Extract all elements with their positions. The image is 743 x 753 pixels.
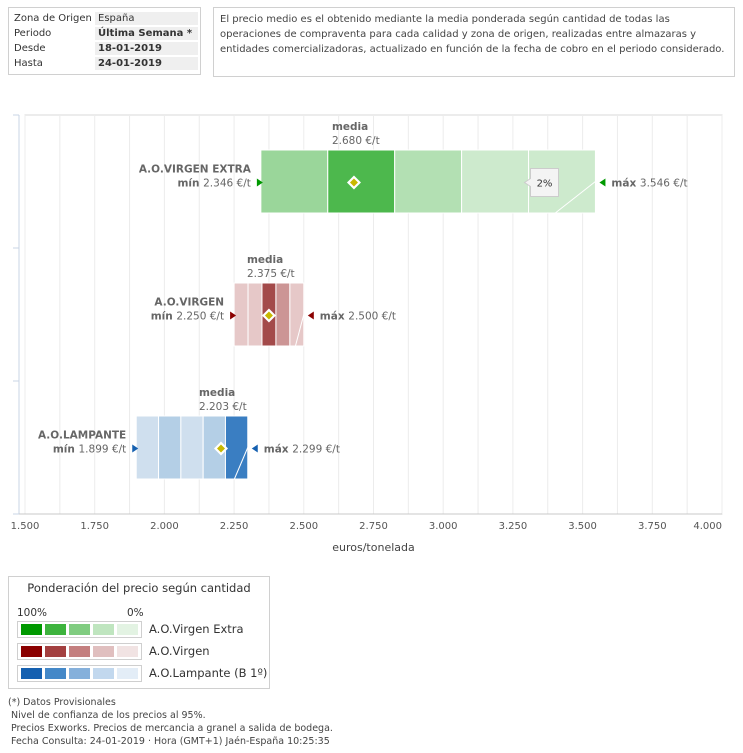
legend-swatch-row xyxy=(17,665,142,682)
range-segment xyxy=(224,415,249,480)
x-tick-label: 1.500 xyxy=(11,521,40,532)
x-tick-label: 3.000 xyxy=(429,521,458,532)
series-name: A.O.VIRGEN EXTRA xyxy=(139,164,252,176)
media-label: media xyxy=(199,387,235,399)
filter-row-desde: Desde 18-01-2019 xyxy=(11,42,198,55)
range-segment xyxy=(260,149,329,214)
filter-value: Última Semana * xyxy=(95,27,198,40)
legend-swatch xyxy=(45,668,66,679)
x-tick-label: 2.000 xyxy=(150,521,179,532)
mean-marker-core xyxy=(216,444,225,453)
series-name: A.O.VIRGEN xyxy=(154,297,224,309)
price-description: El precio medio es el obtenido mediante … xyxy=(213,7,735,77)
legend-label: A.O.Virgen Extra xyxy=(149,622,244,636)
legend-title: Ponderación del precio según cantidad xyxy=(27,581,251,595)
filter-label: Desde xyxy=(14,43,46,54)
filter-label: Periodo xyxy=(14,28,52,39)
mean-marker-core xyxy=(264,311,273,320)
range-segment xyxy=(135,415,160,480)
filters-panel: Zona de Origen España Periodo Última Sem… xyxy=(8,7,201,75)
legend-swatch xyxy=(69,668,90,679)
footnotes: (*) Datos Provisionales Nivel de confian… xyxy=(8,696,333,748)
note-exworks: Precios Exworks. Precios de mercancia a … xyxy=(11,723,333,734)
legend-swatch xyxy=(93,624,114,635)
max-value-label: máx 3.546 €/t xyxy=(611,178,687,190)
x-tick-label: 4.000 xyxy=(693,521,722,532)
media-value: 2.375 €/t xyxy=(247,268,295,280)
x-tick-label: 2.250 xyxy=(220,521,249,532)
min-marker-icon xyxy=(132,444,139,453)
note-provisional: (*) Datos Provisionales xyxy=(8,697,116,708)
tooltip-box xyxy=(523,168,560,197)
media-value: 2.680 €/t xyxy=(332,135,380,147)
price-range-chart: 1.500 1.750 2.000 2.250 2.500 2.750 3.000 3.250… xyxy=(11,114,723,554)
range-segment xyxy=(327,149,396,214)
filter-label: Zona de Origen xyxy=(14,13,92,24)
legend-swatch xyxy=(93,668,114,679)
mean-marker-core xyxy=(349,178,358,187)
min-value-label: mín 1.899 €/t xyxy=(53,444,126,456)
connector-line xyxy=(233,447,249,480)
x-axis-title: euros/tonelada xyxy=(332,541,415,554)
x-tick-label: 1.750 xyxy=(80,521,109,532)
range-segment xyxy=(158,415,182,480)
max-value-label: máx 2.299 €/t xyxy=(264,444,340,456)
legend-pct-right: 0% xyxy=(127,607,144,619)
min-marker-icon xyxy=(256,178,263,187)
filter-row-zona: Zona de Origen España xyxy=(11,12,198,25)
legend-swatch xyxy=(69,646,90,657)
legend-label: A.O.Lampante (B 1º) xyxy=(149,666,268,680)
filter-value: España xyxy=(95,12,198,25)
legend-swatch xyxy=(21,646,42,657)
connector-line xyxy=(294,314,305,347)
max-marker-icon xyxy=(307,311,314,320)
legend-swatch xyxy=(45,624,66,635)
legend-swatch xyxy=(117,646,138,657)
x-tick-label: 3.250 xyxy=(499,521,528,532)
filter-row-periodo: Periodo Última Semana * xyxy=(11,27,198,40)
media-label: media xyxy=(332,121,368,133)
filter-value: 24-01-2019 xyxy=(95,57,198,70)
legend-swatch xyxy=(21,668,42,679)
range-segment xyxy=(461,149,530,214)
series-name: A.O.LAMPANTE xyxy=(38,430,126,442)
filter-label: Hasta xyxy=(14,58,43,69)
connector-line xyxy=(554,181,596,214)
legend-swatch xyxy=(69,624,90,635)
x-tick-label: 2.750 xyxy=(359,521,388,532)
legend-swatch-row xyxy=(17,643,142,660)
legend-swatch xyxy=(93,646,114,657)
legend-swatch xyxy=(21,624,42,635)
legend-swatch-row xyxy=(17,621,142,638)
range-segment xyxy=(247,282,263,347)
x-tick-label: 3.500 xyxy=(568,521,597,532)
max-marker-icon xyxy=(251,444,258,453)
range-segment xyxy=(233,282,249,347)
media-value: 2.203 €/t xyxy=(199,401,247,413)
legend-swatch xyxy=(117,624,138,635)
legend-panel: Ponderación del precio según cantidad 10… xyxy=(8,576,270,689)
media-label: media xyxy=(247,254,283,266)
filter-value: 18-01-2019 xyxy=(95,42,198,55)
range-segment xyxy=(394,149,463,214)
legend-label: A.O.Virgen xyxy=(149,644,210,658)
filter-row-hasta: Hasta 24-01-2019 xyxy=(11,57,198,70)
min-marker-icon xyxy=(230,311,237,320)
range-segment xyxy=(180,415,204,480)
tooltip-text: 2% xyxy=(537,179,553,190)
range-segment xyxy=(289,282,305,347)
x-tick-label: 2.500 xyxy=(289,521,318,532)
legend-pct-left: 100% xyxy=(17,607,48,619)
legend-swatch xyxy=(45,646,66,657)
min-value-label: mín 2.346 €/t xyxy=(177,178,250,190)
max-marker-icon xyxy=(599,178,606,187)
note-query-date: Fecha Consulta: 24-01-2019 · Hora (GMT+1… xyxy=(11,736,330,747)
max-value-label: máx 2.500 €/t xyxy=(320,311,396,323)
range-segment xyxy=(275,282,291,347)
note-confidence: Nivel de confianza de los precios al 95%… xyxy=(11,710,206,721)
x-tick-label: 3.750 xyxy=(638,521,667,532)
legend-swatch xyxy=(117,668,138,679)
min-value-label: mín 2.250 €/t xyxy=(151,311,224,323)
